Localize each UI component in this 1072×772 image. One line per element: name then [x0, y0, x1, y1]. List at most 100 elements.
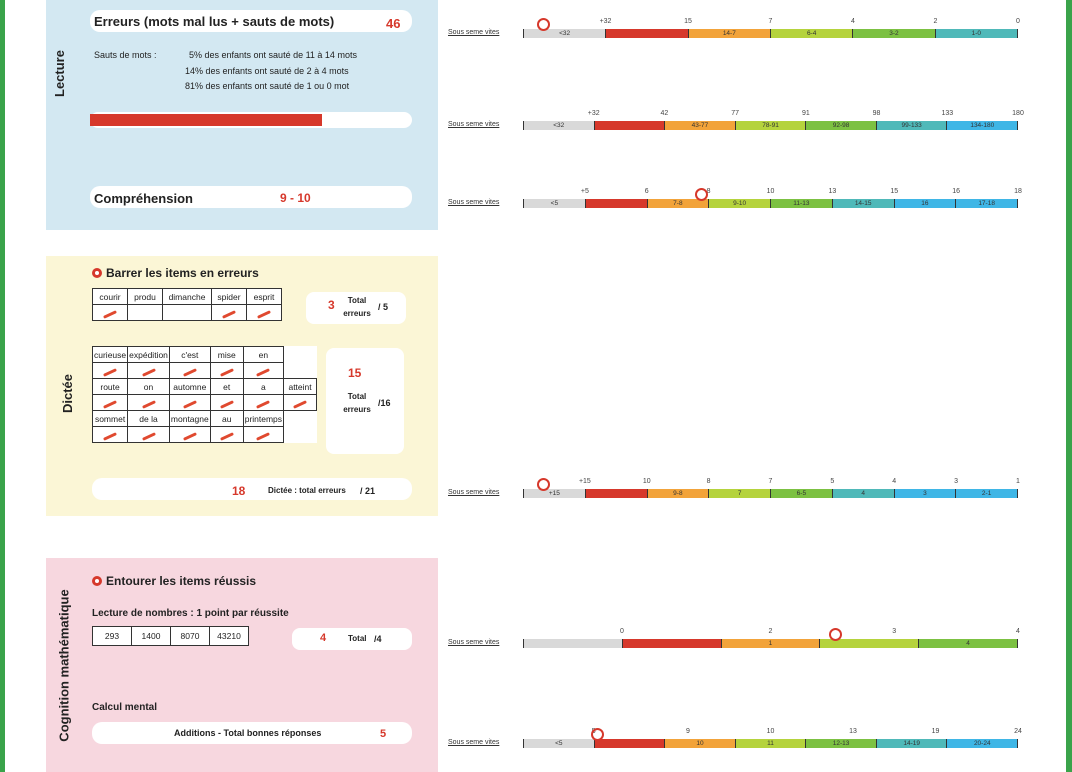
- dictee-mark-cell[interactable]: [242, 394, 285, 411]
- dictee-word-cell: spider: [211, 288, 247, 305]
- errors-title: Erreurs (mots mal lus + sauts de mots): [94, 14, 335, 29]
- scale-segment: <5: [524, 199, 586, 208]
- scale-tick-label: 42: [660, 110, 669, 117]
- scale-segment: [594, 739, 666, 748]
- scale-segment: [524, 639, 623, 648]
- dictee-table-2: curieuse expédition c'est mise en route on auto…: [91, 346, 318, 443]
- number-cell[interactable]: 1400: [131, 626, 171, 646]
- scale-segment: 14-19: [876, 739, 948, 748]
- dictee-footer-pill: [92, 478, 412, 500]
- dictee-mark-cell[interactable]: [209, 426, 244, 443]
- dictee-mark-cell[interactable]: [91, 426, 129, 443]
- scale-segment: <32: [524, 29, 607, 38]
- scale-tick-label: 4: [851, 18, 855, 25]
- scale-tick-label: 9: [686, 728, 690, 735]
- error-slash-icon: [257, 309, 271, 319]
- dictee-word-cell: mise: [209, 346, 244, 363]
- dictee-panel: Dictée Barrer les items en erreurs couri…: [46, 256, 438, 516]
- scale-dictee: Sous seme vites +15 10 8 7 5 4 3 1 +15 9-8 7 6-5 4 3 2-…: [448, 460, 1020, 500]
- dictee-word-cell: esprit: [246, 288, 282, 305]
- dictee-mark-cell[interactable]: [127, 394, 170, 411]
- table1-max: / 5: [378, 302, 389, 312]
- scale-tick-label: 10: [766, 728, 775, 735]
- scale-segment: +15: [524, 489, 586, 498]
- dictee-side-label: Dictée: [60, 373, 76, 414]
- dictee-word-cell: a: [242, 378, 285, 395]
- dictee-mark-cell[interactable]: [242, 362, 285, 379]
- dictee-mark-cell[interactable]: [209, 394, 244, 411]
- dictee-mark-cell[interactable]: [168, 426, 211, 443]
- scale-segment: [606, 29, 689, 38]
- dictee-mark-cell[interactable]: [162, 304, 212, 321]
- dictee-word-cell: route: [91, 378, 129, 395]
- dictee-mark-cell[interactable]: [211, 304, 247, 321]
- calcul-title: Calcul mental: [92, 702, 158, 713]
- dictee-mark-cell[interactable]: [127, 362, 170, 379]
- cognition-side-label: Cognition mathématique: [56, 589, 72, 742]
- dictee-mark-cell[interactable]: [127, 304, 163, 321]
- scale-segment: 7: [709, 489, 771, 498]
- table1-total-label: Total erreurs: [343, 296, 371, 318]
- dictee-mark-cell[interactable]: [91, 394, 129, 411]
- scale-lecture-words: Sous seme vites +32 42 77 91 98 133 180 <32 43-77…: [448, 92, 1024, 132]
- dictee-mark-cell[interactable]: [242, 426, 285, 443]
- scale-tick-label: 10: [642, 478, 651, 485]
- sauts-label: Sauts de mots :: [94, 50, 157, 60]
- scale-numbers: Sous seme vites 0 2 3 4 1 4: [448, 610, 1020, 650]
- error-slash-icon: [219, 367, 234, 377]
- dictee-word-cell: produ: [127, 288, 163, 305]
- dictee-mark-cell[interactable]: [168, 394, 211, 411]
- sauts-line-3: 81% des enfants ont sauté de 1 ou 0 mot: [185, 81, 350, 91]
- scale-segment: 43-77: [665, 121, 736, 130]
- scale-tick-label: 2: [768, 628, 773, 635]
- dictee-mark-cell[interactable]: [92, 304, 128, 321]
- green-frame-left: [0, 0, 5, 772]
- errors-pill: [90, 10, 412, 32]
- number-cell[interactable]: 43210: [209, 626, 249, 646]
- scale-tick-label: 16: [952, 188, 961, 195]
- result-circle-icon: [828, 628, 842, 641]
- dictee-word-cell: c'est: [168, 346, 211, 363]
- scale-comprehension: Sous seme vites +5 6 8 10 13 15 16 18 <5 7-8 9-10 11…: [448, 170, 1022, 210]
- result-circle-icon: [536, 478, 550, 491]
- error-slash-icon: [103, 399, 118, 409]
- dictee-word-cell: automne: [168, 378, 211, 395]
- error-slash-icon: [219, 431, 234, 441]
- scale-tick-label: 4: [892, 478, 897, 485]
- scale-tick-label: +32: [587, 110, 600, 117]
- scale-tick-label: +15: [578, 478, 591, 485]
- table2-max: /16: [378, 398, 391, 408]
- scale-tick-label: 10: [766, 188, 775, 195]
- dictee-footer-label: Dictée : total erreurs: [268, 486, 346, 495]
- dictee-mark-cell[interactable]: [246, 304, 282, 321]
- lecture-panel: Lecture Erreurs (mots mal lus + sauts de…: [46, 0, 438, 230]
- numbers-total-label: Total: [348, 634, 367, 643]
- dictee-mark-cell[interactable]: [168, 362, 211, 379]
- scale-segment: 7-8: [647, 199, 710, 208]
- dictee-word-cell: printemps: [242, 410, 285, 427]
- additions-label: Additions - Total bonnes réponses: [174, 728, 322, 738]
- scale-segment: 3: [894, 489, 957, 498]
- scale-tick-label: 1: [1016, 478, 1020, 485]
- scale-tick-label: 24: [1014, 728, 1022, 735]
- scale-tick-label: 133: [941, 110, 954, 117]
- dictee-mark-cell[interactable]: [283, 394, 318, 411]
- sauts-line-2: 14% des enfants ont sauté de 2 à 4 mots: [185, 66, 349, 76]
- scale-tick-label: 19: [931, 728, 940, 735]
- dictee-mark-cell[interactable]: [127, 426, 170, 443]
- dictee-word-cell: de la: [127, 410, 170, 427]
- comprehension-value: 9 - 10: [280, 191, 311, 205]
- scale-tick-label: 8: [706, 478, 711, 485]
- scale-segment: 9-8: [647, 489, 710, 498]
- comprehension-pill: [90, 186, 412, 208]
- scale-label: Sous seme vites: [448, 29, 500, 36]
- scale-segment: 12-13: [806, 739, 877, 748]
- scale-additions: Sous seme vites 5 9 10 13 19 24 <5 10 11 12-13 14-1…: [448, 710, 1022, 750]
- number-cell[interactable]: 8070: [170, 626, 210, 646]
- dictee-mark-cell[interactable]: [209, 362, 244, 379]
- dictee-mark-cell[interactable]: [91, 362, 129, 379]
- number-cell[interactable]: 293: [92, 626, 132, 646]
- scale-label: Sous seme vites: [448, 739, 500, 746]
- numbers-score-pill: [292, 628, 412, 650]
- cognition-panel: Cognition mathématique Entourer les item…: [46, 558, 438, 772]
